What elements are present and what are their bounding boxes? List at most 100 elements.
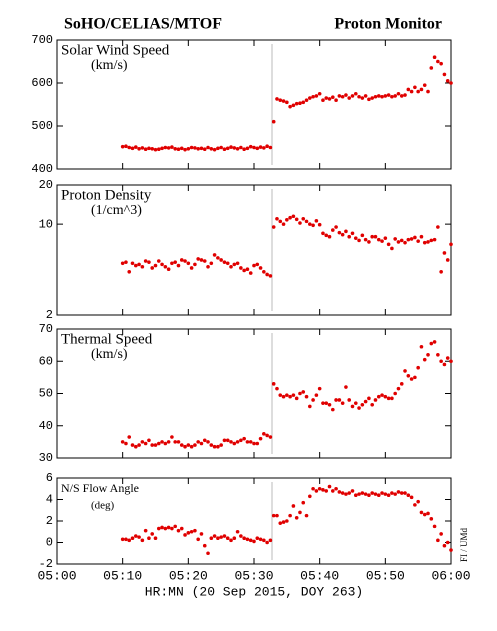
data-point <box>353 91 358 96</box>
data-point <box>262 432 266 436</box>
data-point <box>255 441 260 446</box>
data-point <box>137 535 141 539</box>
y-tick-label: 500 <box>31 119 53 133</box>
data-point <box>422 357 427 362</box>
data-point <box>419 87 424 92</box>
data-point <box>403 93 407 97</box>
data-point <box>239 145 243 150</box>
data-point <box>206 440 210 444</box>
panel-unit: (deg) <box>91 500 115 512</box>
data-point <box>432 55 437 59</box>
data-point <box>235 261 240 266</box>
data-point <box>419 234 424 239</box>
data-point <box>183 147 187 152</box>
data-point <box>311 223 315 228</box>
panel-title: Proton Density <box>61 187 152 203</box>
y-tick-label: 40 <box>39 419 53 433</box>
data-point <box>337 94 342 98</box>
data-point <box>386 396 391 401</box>
data-point <box>163 264 168 269</box>
data-point <box>419 510 424 515</box>
data-point <box>245 146 250 151</box>
data-point <box>222 438 227 443</box>
data-point <box>222 147 227 152</box>
data-point <box>275 513 279 518</box>
data-point <box>258 436 263 441</box>
data-point <box>245 537 250 542</box>
data-point <box>317 386 322 391</box>
data-point <box>449 242 453 247</box>
data-point <box>432 340 437 344</box>
data-point <box>383 492 388 496</box>
data-point <box>275 386 279 391</box>
data-point <box>242 536 246 540</box>
data-point <box>248 144 253 149</box>
data-point <box>245 440 250 444</box>
data-point <box>357 94 361 99</box>
data-point <box>127 435 132 439</box>
data-point <box>173 524 177 529</box>
data-point <box>209 261 214 266</box>
title-left: SoHO/CELIAS/MTOF <box>64 16 222 33</box>
panel-unit: (km/s) <box>91 58 128 73</box>
data-point <box>183 259 187 263</box>
data-point <box>403 491 407 495</box>
data-point <box>134 444 138 449</box>
data-point <box>396 386 401 391</box>
data-point <box>137 443 141 447</box>
data-point <box>298 510 302 515</box>
data-point <box>258 266 263 270</box>
data-point <box>134 263 138 268</box>
data-point <box>436 538 440 543</box>
data-point <box>271 225 276 229</box>
data-point <box>229 440 233 444</box>
data-point <box>163 441 168 446</box>
data-point <box>288 394 292 399</box>
data-point <box>124 441 128 446</box>
data-point <box>134 145 138 149</box>
data-point <box>363 237 368 242</box>
data-point <box>202 259 207 263</box>
data-point <box>216 146 220 151</box>
data-point <box>166 525 171 530</box>
data-point <box>350 94 355 98</box>
data-point <box>311 94 315 99</box>
data-point <box>124 260 128 264</box>
data-point <box>380 393 384 397</box>
data-point <box>442 543 447 548</box>
data-point <box>265 144 269 149</box>
data-point <box>294 396 299 401</box>
data-point <box>436 353 440 357</box>
data-point <box>262 269 266 274</box>
y-tick-label: 50 <box>39 387 53 401</box>
data-point <box>153 536 158 540</box>
data-point <box>367 396 371 401</box>
data-point <box>262 146 266 150</box>
data-point <box>304 98 309 102</box>
data-point <box>426 511 430 516</box>
data-point <box>360 402 365 407</box>
data-point <box>127 538 132 543</box>
y-tick-label: 60 <box>39 354 53 368</box>
data-point <box>235 529 240 534</box>
data-point <box>429 66 434 70</box>
data-point <box>301 390 306 394</box>
data-point <box>445 356 450 360</box>
data-point <box>344 492 348 496</box>
data-point <box>294 101 299 106</box>
data-point <box>449 359 453 364</box>
data-point <box>393 237 397 241</box>
panel-title: Solar Wind Speed <box>61 42 170 58</box>
data-point <box>285 519 289 523</box>
panel-title: N/S Flow Angle <box>61 481 139 495</box>
data-point <box>376 237 381 242</box>
data-point <box>291 214 296 219</box>
data-point <box>255 262 260 267</box>
data-point <box>285 217 289 222</box>
y-tick-label: 20 <box>39 178 53 192</box>
data-point <box>301 216 306 221</box>
data-point <box>409 377 414 381</box>
data-point <box>140 440 145 444</box>
data-point <box>337 398 342 402</box>
data-point <box>360 491 365 495</box>
